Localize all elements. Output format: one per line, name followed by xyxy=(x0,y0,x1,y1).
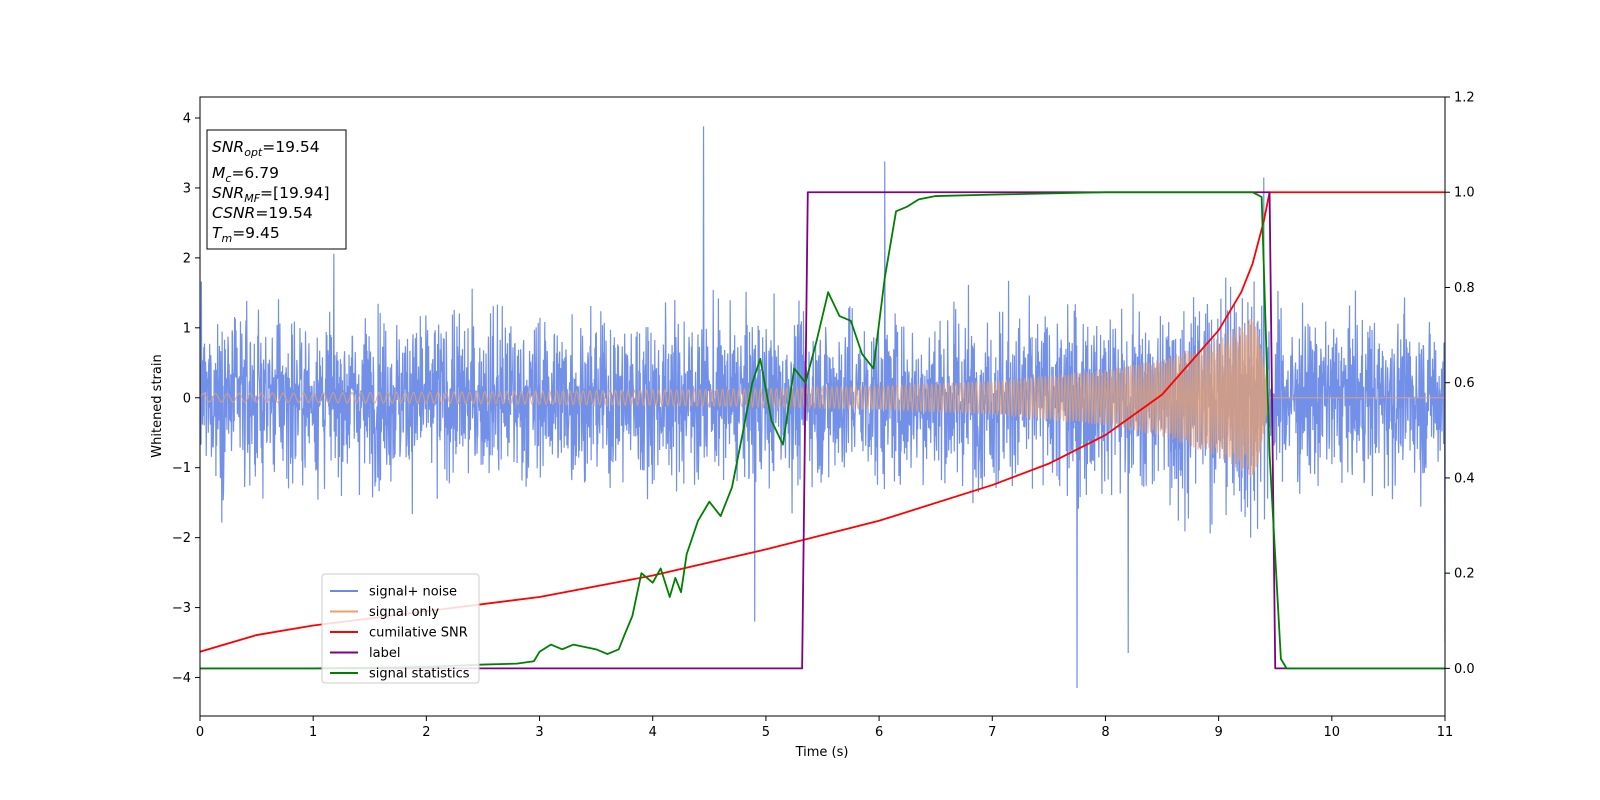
y-left-tick-label: −3 xyxy=(172,601,191,616)
x-tick-label: 9 xyxy=(1214,725,1222,740)
y-right-tick-label: 0.6 xyxy=(1454,376,1475,391)
x-tick-label: 3 xyxy=(535,725,543,740)
plot-frame xyxy=(199,96,1446,717)
legend-frame xyxy=(321,573,480,684)
x-tick-label: 5 xyxy=(762,725,770,740)
x-tick-label: 6 xyxy=(875,725,883,740)
y-left-tick-label: 0 xyxy=(183,391,191,406)
legend-label: signal statistics xyxy=(369,667,470,682)
y-right-tick-label: 1.0 xyxy=(1454,186,1475,201)
info-snr-opt-sub: opt xyxy=(244,146,263,159)
info-snr-mf-var: SNR xyxy=(212,184,244,202)
info-csnr: CSNR=19.54 xyxy=(212,204,313,222)
x-tick-label: 1 xyxy=(309,725,317,740)
x-tick-label: 2 xyxy=(422,725,430,740)
info-tm-value: =9.45 xyxy=(232,224,280,242)
info-mc-value: =6.79 xyxy=(231,164,279,182)
info-tm-sub: m xyxy=(221,232,232,245)
y-right-tick-label: 0.4 xyxy=(1454,471,1475,486)
y-right-tick-label: 0.8 xyxy=(1454,281,1475,296)
x-tick-label: 10 xyxy=(1324,725,1341,740)
x-tick-label: 0 xyxy=(196,725,204,740)
x-axis-title: Time (s) xyxy=(795,745,849,760)
info-snr-opt-var: SNR xyxy=(212,138,244,156)
legend-label: cumilative SNR xyxy=(369,626,468,641)
series-signal-statistics xyxy=(200,191,1445,670)
info-mc-var: M xyxy=(212,164,225,182)
legend: signal+ noise signal only cumilative SNR la… xyxy=(321,573,480,684)
x-tick-label: 8 xyxy=(1101,725,1109,740)
y-left-tick-label: 1 xyxy=(183,321,191,336)
y-right-tick-label: 0.2 xyxy=(1454,567,1475,582)
info-snr-mf: SNRMF=[19.94] xyxy=(212,184,330,205)
info-snr-opt: SNRopt=19.54 xyxy=(212,138,320,159)
info-mc: Mc=6.79 xyxy=(212,164,279,185)
info-snr-opt-value: =19.54 xyxy=(262,138,319,156)
y-axis-title: Whitened strain xyxy=(150,354,165,457)
axes-layer: 0 1 2 3 4 5 6 7 8 9 10 11 −4 −3 −2 −1 0 1 2 3 4 0.0 0.2 0.4 0.6 0… xyxy=(172,91,1475,741)
y-left-tick-label: −4 xyxy=(172,671,191,686)
legend-label: signal+ noise xyxy=(369,585,457,600)
info-csnr-value: =19.54 xyxy=(255,204,312,222)
x-tick-label: 11 xyxy=(1437,725,1454,740)
x-tick-label: 7 xyxy=(988,725,996,740)
series-signal-only xyxy=(200,319,1445,477)
legend-label: label xyxy=(369,646,400,661)
info-snr-mf-sub: MF xyxy=(244,192,260,205)
info-mc-sub: c xyxy=(225,172,231,185)
info-snr-mf-value: =[19.94] xyxy=(260,184,329,202)
info-box-frame xyxy=(206,129,347,250)
y-left-tick-label: 2 xyxy=(183,251,191,266)
y-left-tick-label: −2 xyxy=(172,531,191,546)
y-right-tick-label: 1.2 xyxy=(1454,91,1475,106)
y-left-tick-label: −1 xyxy=(172,461,191,476)
x-tick-label: 4 xyxy=(649,725,657,740)
y-right-tick-label: 0.0 xyxy=(1454,662,1475,677)
info-tm: Tm=9.45 xyxy=(212,224,280,245)
info-box: SNRopt=19.54 Mc=6.79 SNRMF=[19.94] CSNR=… xyxy=(206,129,347,250)
info-tm-var: T xyxy=(212,224,223,242)
y-left-tick-label: 3 xyxy=(183,181,191,196)
y-left-tick-label: 4 xyxy=(183,111,191,126)
legend-label: signal only xyxy=(369,605,439,620)
info-csnr-var: CSNR xyxy=(212,204,255,222)
